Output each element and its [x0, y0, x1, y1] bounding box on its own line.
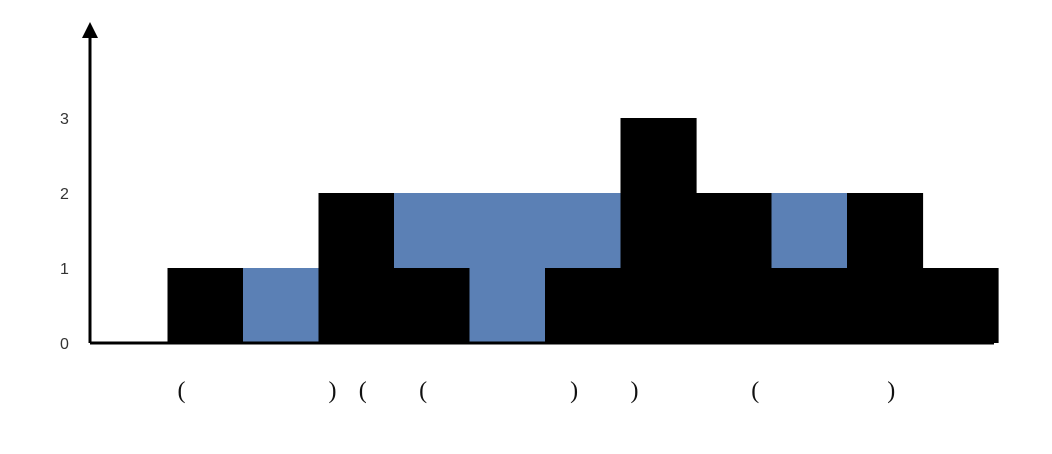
axes-layer: [82, 22, 994, 345]
y-tick-label: 2: [60, 186, 69, 203]
paren-annotation: ): [631, 378, 639, 404]
paren-annotation: (: [359, 378, 367, 404]
paren-annotation: (: [751, 378, 759, 404]
water-bar-6: [545, 193, 622, 268]
paren-annotation: (: [419, 378, 427, 404]
water-bar-2: [243, 268, 320, 343]
y-tick-label: 1: [60, 261, 69, 278]
paren-annotation: (: [178, 378, 186, 404]
elevation-bar-9: [771, 268, 848, 343]
elevation-bar-1: [167, 268, 244, 343]
paren-annotation: ): [887, 378, 895, 404]
elevation-bar-10: [847, 193, 924, 343]
elevation-bar-11: [922, 268, 999, 343]
bars-layer: [167, 118, 999, 343]
y-tick-labels: 0 1 2 3: [60, 111, 69, 353]
elevation-bar-4: [394, 268, 471, 343]
elevation-bar-3: [318, 193, 395, 343]
paren-annotation: ): [329, 378, 337, 404]
paren-annotations: () ( ()) (): [178, 378, 896, 404]
elevation-bar-6: [545, 268, 622, 343]
y-axis-arrow-icon: [82, 22, 98, 38]
paren-annotation: ): [570, 378, 578, 404]
y-tick-label: 3: [60, 111, 69, 128]
elevation-bar-8: [696, 193, 773, 343]
y-tick-label: 0: [60, 336, 69, 353]
water-bar-9: [771, 193, 848, 268]
elevation-bar-7: [620, 118, 697, 343]
water-bar-4: [394, 193, 471, 268]
water-bar-5: [469, 193, 546, 343]
